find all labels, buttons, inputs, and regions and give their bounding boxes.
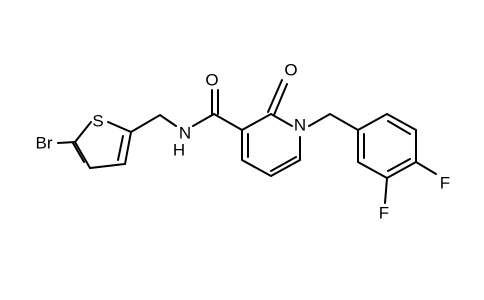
- bonds: [57, 79, 437, 204]
- bond: [130, 113, 177, 133]
- atom-label: Br: [36, 134, 53, 153]
- double-bond: [117, 135, 124, 161]
- bond: [415, 161, 437, 175]
- atom-label: N: [294, 116, 306, 135]
- bond: [308, 112, 359, 131]
- double-bond: [267, 79, 288, 116]
- atom-label: O: [205, 71, 218, 90]
- atom-label: N: [179, 124, 191, 143]
- double-bond: [247, 133, 297, 172]
- bond: [384, 177, 388, 204]
- atom-label: F: [379, 204, 389, 223]
- bond: [357, 112, 417, 180]
- atom-label: O: [284, 61, 297, 80]
- double-bond: [211, 89, 219, 115]
- double-bond: [363, 120, 411, 172]
- atom-label: H: [173, 141, 185, 160]
- bond: [57, 141, 76, 144]
- bond: [73, 121, 133, 170]
- bond: [241, 112, 301, 178]
- atom-labels: Br S N H O O N F F: [36, 61, 451, 223]
- atom-label: S: [92, 112, 103, 131]
- double-bond: [72, 142, 85, 163]
- bond: [192, 112, 243, 131]
- atom-label: F: [440, 174, 450, 193]
